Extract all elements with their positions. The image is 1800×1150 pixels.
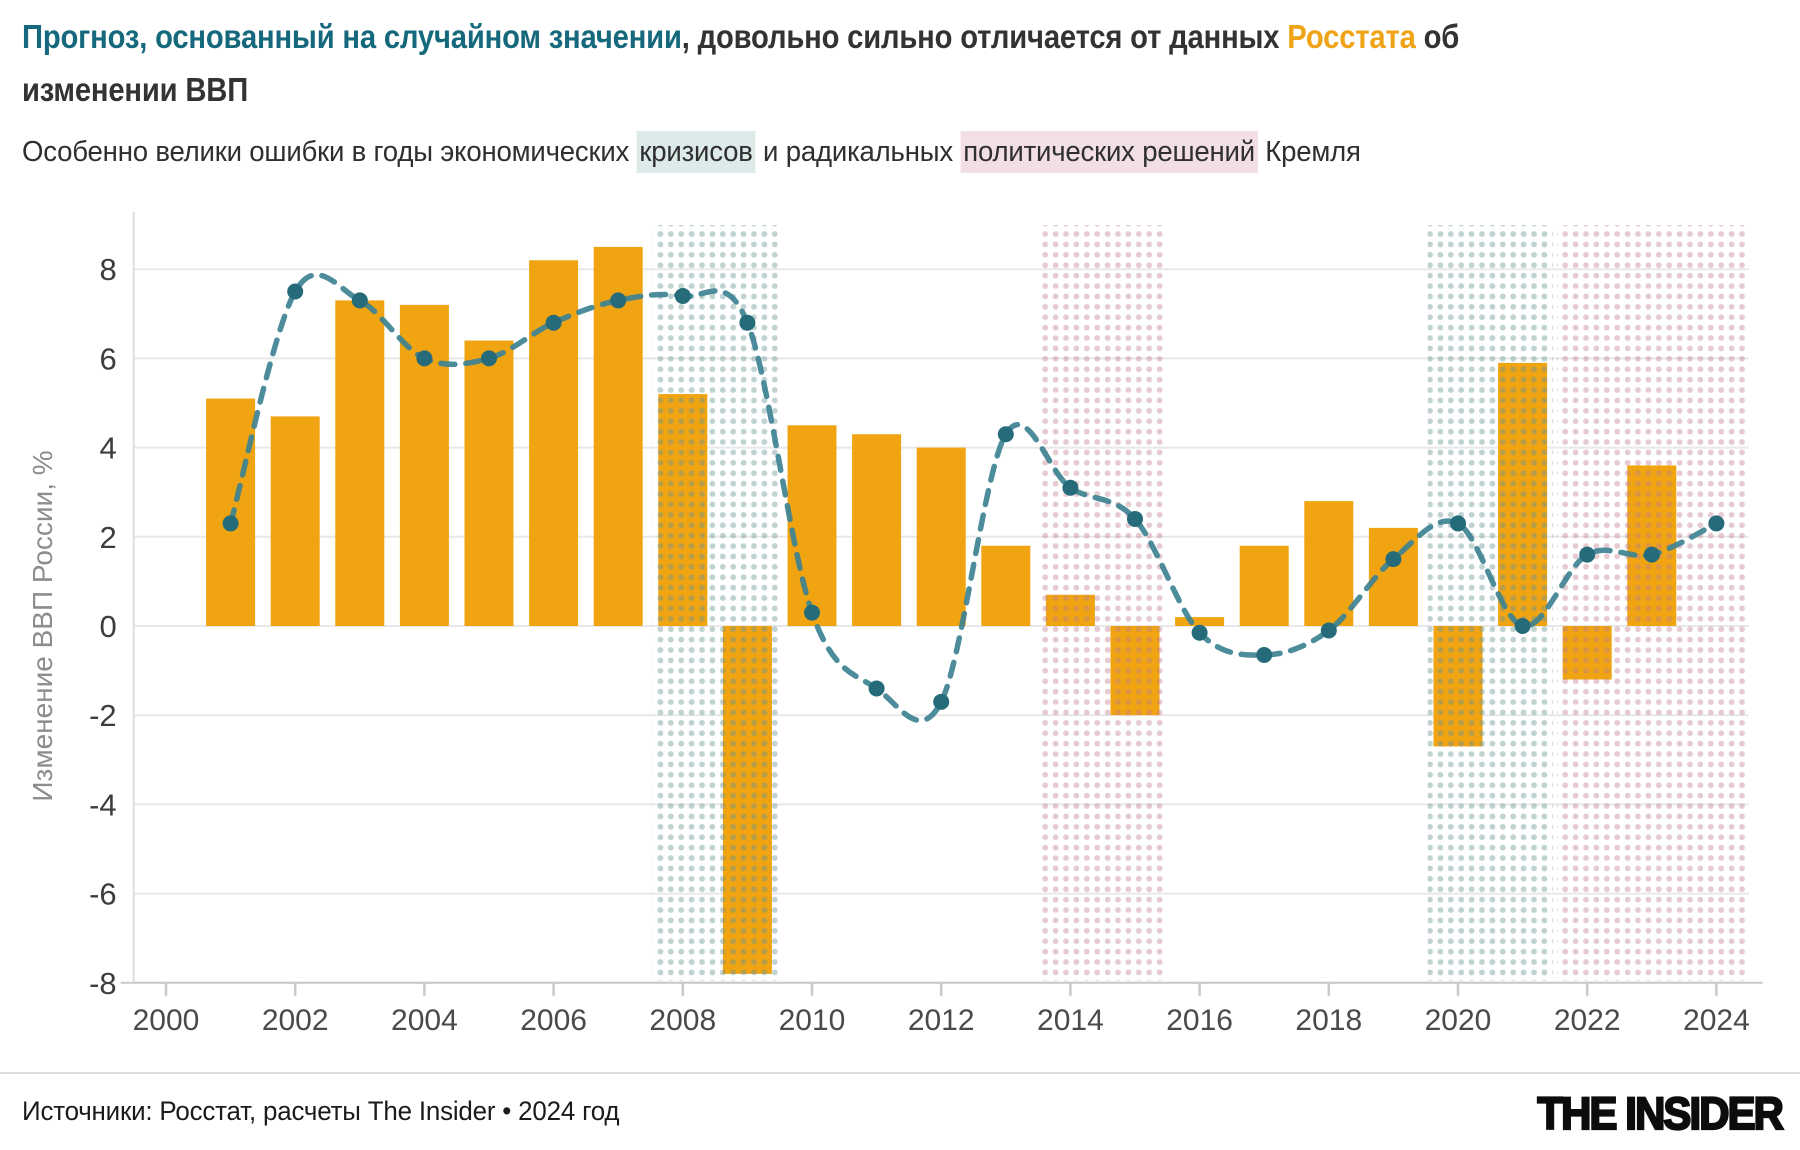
bar-2011: [852, 434, 902, 626]
page-subtitle: Особенно велики ошибки в годы экономичес…: [22, 130, 1694, 173]
x-label-2022: 2022: [1554, 1004, 1621, 1037]
forecast-point-2021: [1514, 618, 1531, 634]
bar-2002: [270, 416, 320, 626]
subtitle-political-highlight: политических решений: [960, 130, 1258, 173]
x-label-2016: 2016: [1166, 1004, 1233, 1037]
forecast-point-2024: [1708, 515, 1725, 532]
subtitle-crisis-highlight: кризисов: [636, 130, 756, 173]
forecast-point-2005: [481, 350, 497, 367]
forecast-point-2002: [287, 283, 304, 300]
bar-2016: [1175, 617, 1225, 626]
x-label-2000: 2000: [133, 1004, 200, 1037]
y-label-0: 0: [99, 609, 116, 644]
forecast-point-2004: [416, 350, 433, 367]
highlight-region-crisis-1: [652, 225, 778, 981]
x-label-2008: 2008: [649, 1004, 716, 1037]
source-note: Источники: Росстат, расчеты The Insider …: [22, 1096, 620, 1126]
y-axis-title: Изменение ВВП России, %: [27, 450, 58, 801]
forecast-point-2012: [933, 693, 950, 710]
forecast-point-2023: [1643, 546, 1660, 563]
title-forecast-accent: Прогноз, основанный на случайном значени…: [22, 18, 682, 55]
x-label-2014: 2014: [1037, 1004, 1104, 1037]
forecast-point-2011: [868, 680, 885, 697]
bar-2007: [593, 246, 643, 626]
y-label--8: -8: [89, 966, 117, 1001]
x-label-2020: 2020: [1425, 1004, 1492, 1037]
forecast-point-2010: [804, 604, 820, 621]
bar-2018: [1304, 501, 1354, 626]
title-middle: , довольно сильно отличается от данных: [681, 18, 1288, 55]
x-label-2012: 2012: [908, 1004, 975, 1037]
subtitle-text-2: и радикальных: [755, 135, 961, 168]
highlight-region-political-2: [1040, 225, 1166, 981]
y-label--4: -4: [89, 787, 117, 822]
y-label--2: -2: [89, 698, 117, 733]
forecast-point-2022: [1579, 546, 1596, 563]
x-label-2004: 2004: [391, 1004, 458, 1037]
forecast-point-2008: [674, 287, 691, 304]
forecast-point-2003: [351, 292, 368, 309]
bar-2012: [916, 447, 966, 626]
bar-2017: [1239, 545, 1289, 626]
highlight-region-political-4: [1556, 225, 1747, 981]
forecast-point-2014: [1062, 479, 1079, 496]
forecast-point-2007: [610, 292, 627, 309]
x-label-2018: 2018: [1295, 1004, 1362, 1037]
x-label-2024: 2024: [1683, 1004, 1750, 1037]
x-label-2006: 2006: [520, 1004, 587, 1037]
subtitle-text-1: Особенно велики ошибки в годы экономичес…: [22, 135, 637, 168]
y-label--6: -6: [89, 877, 117, 912]
y-label-6: 6: [99, 341, 116, 376]
the-insider-logo: THE INSIDER: [1536, 1087, 1785, 1140]
bar-2010: [787, 425, 837, 626]
y-label-8: 8: [99, 252, 116, 287]
forecast-line: [227, 272, 1720, 724]
footer-divider: [0, 1072, 1800, 1074]
bar-2005: [464, 340, 514, 626]
bar-2013: [981, 545, 1031, 626]
highlight-region-crisis-3: [1427, 225, 1553, 981]
x-label-2002: 2002: [262, 1004, 329, 1037]
forecast-point-2013: [997, 426, 1014, 443]
y-label-4: 4: [99, 431, 116, 466]
bar-2003: [335, 300, 385, 626]
forecast-point-2018: [1320, 622, 1337, 639]
forecast-point-2017: [1256, 646, 1273, 663]
bar-2001: [206, 398, 256, 626]
title-end: об изменении ВВП: [22, 18, 1460, 109]
forecast-point-2001: [222, 515, 239, 532]
page-title: Прогноз, основанный на случайном значени…: [22, 10, 1553, 117]
forecast-point-2006: [545, 314, 562, 331]
forecast-point-2019: [1385, 551, 1402, 568]
forecast-point-2015: [1127, 510, 1143, 527]
x-label-2010: 2010: [779, 1004, 846, 1037]
forecast-point-2009: [739, 314, 756, 331]
title-rosstat-accent: Росстата: [1287, 18, 1416, 55]
forecast-point-2016: [1191, 624, 1208, 641]
y-label-2: 2: [99, 520, 116, 555]
subtitle-text-3: Кремля: [1257, 135, 1361, 168]
forecast-point-2020: [1450, 515, 1466, 532]
chart-header: Прогноз, основанный на случайном значени…: [22, 10, 1782, 173]
